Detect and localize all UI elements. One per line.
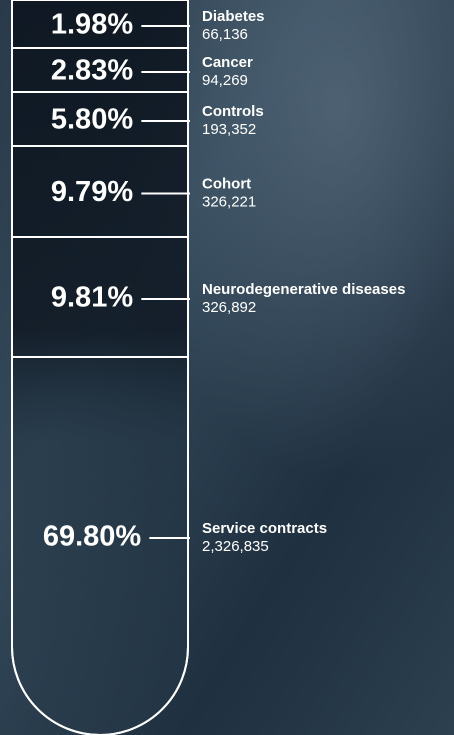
- percent-label: 1.98%: [51, 9, 133, 41]
- percent-label: 69.80%: [43, 521, 142, 553]
- percent-label: 2.83%: [51, 55, 133, 87]
- count-label: 2,326,835: [202, 538, 269, 555]
- count-label: 193,352: [202, 121, 256, 138]
- percent-label: 9.79%: [51, 176, 133, 208]
- category-label: Service contracts: [202, 520, 327, 537]
- category-label: Neurodegenerative diseases: [202, 281, 405, 298]
- page: {"chart_data": {"type": "tube", "categor…: [0, 0, 454, 735]
- percent-label: 9.81%: [51, 282, 133, 314]
- count-label: 326,221: [202, 193, 256, 210]
- category-label: Controls: [202, 103, 264, 120]
- count-label: 66,136: [202, 26, 248, 43]
- count-label: 326,892: [202, 299, 256, 316]
- count-label: 94,269: [202, 72, 248, 89]
- chart: 1.98% Diabetes66,136 2.83% Cancer94,269 5.80…: [0, 0, 454, 735]
- percent-label: 5.80%: [51, 104, 133, 136]
- category-label: Cohort: [202, 175, 251, 192]
- category-label: Cancer: [202, 54, 253, 71]
- category-label: Diabetes: [202, 8, 265, 25]
